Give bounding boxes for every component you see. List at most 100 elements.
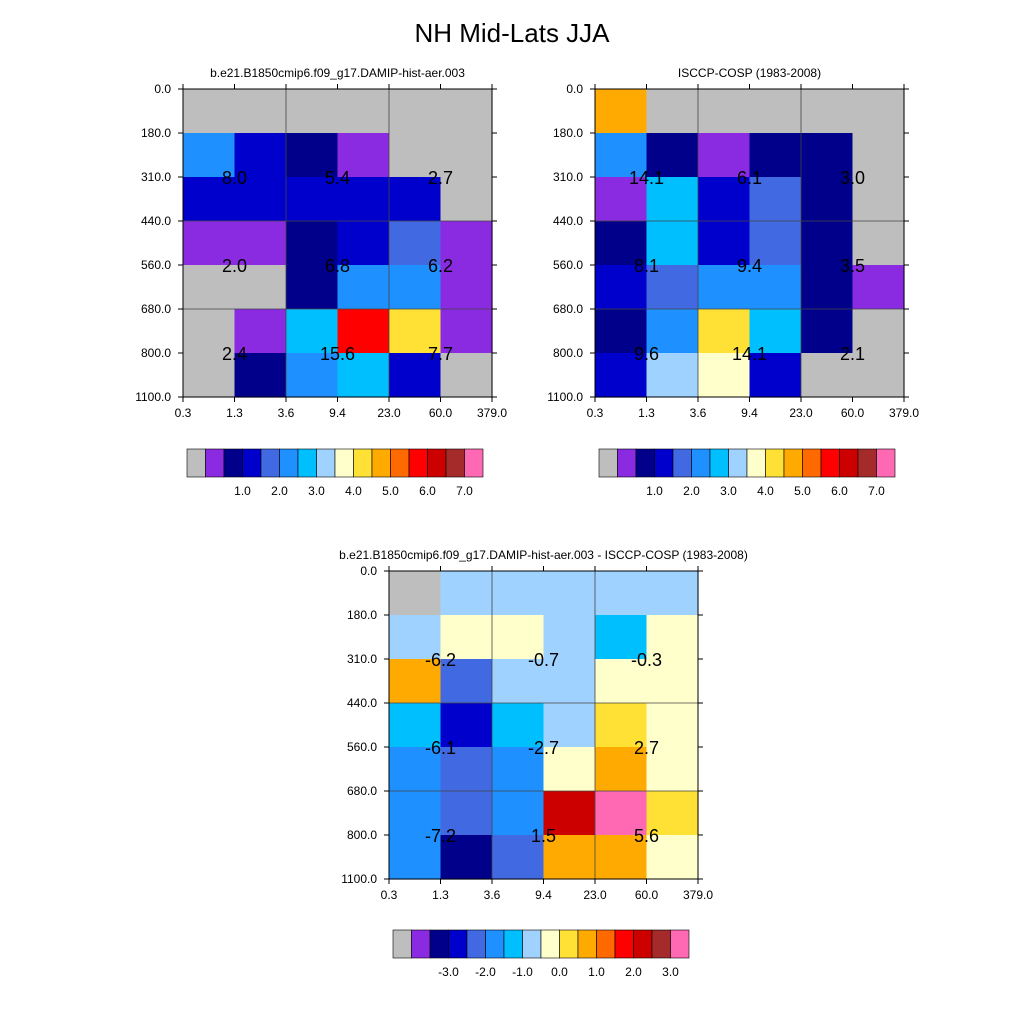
heatmap-cell	[337, 133, 390, 178]
cell-value-label: 2.7	[634, 738, 659, 758]
colorbar-swatch	[596, 929, 616, 959]
colorbar-swatch	[242, 448, 262, 478]
heatmap-cell	[646, 221, 699, 266]
cell-value-label: 6.8	[325, 256, 350, 276]
colorbar-swatch	[448, 929, 468, 959]
colorbar-swatch	[654, 448, 674, 478]
colorbar-swatch	[522, 929, 542, 959]
heatmap-cell	[337, 309, 390, 354]
heatmap-cell	[183, 221, 236, 266]
heatmap-cell	[286, 89, 339, 134]
heatmap-cell	[440, 659, 493, 704]
x-tick-label: 379.0	[683, 888, 713, 902]
colorbar: 1.0 2.0 3.0 4.0 5.0 6.0 7.0	[598, 448, 896, 498]
x-tick-label: 379.0	[889, 406, 919, 420]
heatmap-cell	[646, 353, 699, 398]
y-tick-label: 180.0	[553, 126, 583, 140]
colorbar-label: 3.0	[662, 965, 679, 979]
colorbar-swatch	[427, 448, 447, 478]
y-tick-label: 310.0	[553, 170, 583, 184]
heatmap-cell	[595, 571, 648, 616]
cell-value-label: 7.7	[428, 344, 453, 364]
heatmap-cell	[749, 353, 802, 398]
colorbar-label: -3.0	[438, 965, 459, 979]
heatmap-cell	[440, 133, 493, 178]
colorbar-label: 6.0	[419, 484, 436, 498]
x-tick-label: 0.3	[587, 406, 604, 420]
cell-value-label: -0.7	[528, 650, 559, 670]
heatmap-cell	[234, 265, 287, 310]
colorbar-swatch	[429, 929, 449, 959]
heatmap-cell	[543, 571, 596, 616]
colorbar-label: -2.0	[475, 965, 496, 979]
cell-value-label: 2.0	[222, 256, 247, 276]
colorbar-swatch	[876, 448, 896, 478]
colorbar-swatch	[411, 929, 431, 959]
heatmap-cell	[389, 703, 442, 748]
colorbar-label: 5.0	[794, 484, 811, 498]
heatmap-cell	[646, 835, 699, 880]
cell-value-label: 8.0	[222, 168, 247, 188]
heatmap-cell	[698, 89, 751, 134]
y-tick-label: 440.0	[553, 214, 583, 228]
heatmap-panel-3: b.e21.B1850cmip6.f09_g17.DAMIP-hist-aer.…	[339, 548, 748, 979]
heatmap-cell	[801, 265, 854, 310]
colorbar-swatch	[635, 448, 655, 478]
heatmap-cell	[183, 177, 236, 222]
heatmap-cell	[234, 309, 287, 354]
heatmap-cell	[595, 133, 648, 178]
heatmap-cell	[749, 177, 802, 222]
heatmap-cell	[389, 177, 442, 222]
heatmap-cell	[440, 615, 493, 660]
cell-value-label: 3.0	[840, 168, 865, 188]
colorbar-label: 0.0	[551, 965, 568, 979]
heatmap-cell	[698, 221, 751, 266]
y-tick-label: 0.0	[566, 82, 583, 96]
heatmap-cell	[389, 353, 442, 398]
colorbar-swatch	[783, 448, 803, 478]
heatmap-cell	[646, 309, 699, 354]
heatmap-cell	[543, 747, 596, 792]
y-tick-label: 800.0	[553, 346, 583, 360]
heatmap-cell	[389, 133, 442, 178]
heatmap-cell	[389, 571, 442, 616]
cell-value-label: 14.1	[629, 168, 664, 188]
colorbar-swatch	[577, 929, 597, 959]
colorbar-label: 2.0	[683, 484, 700, 498]
heatmap-cell	[286, 177, 339, 222]
x-tick-label: 23.0	[789, 406, 813, 420]
colorbar-swatch	[691, 448, 711, 478]
heatmap-cell	[389, 747, 442, 792]
y-tick-label: 560.0	[141, 258, 171, 272]
heatmap-cell	[389, 265, 442, 310]
heatmap-cell	[183, 133, 236, 178]
colorbar-label: 3.0	[308, 484, 325, 498]
colorbar-swatch	[765, 448, 785, 478]
colorbar-swatch	[802, 448, 822, 478]
heatmap-cell	[801, 353, 854, 398]
y-tick-label: 1100.0	[341, 872, 377, 886]
cell-value-label: 6.1	[737, 168, 762, 188]
heatmap-cell	[852, 309, 905, 354]
colorbar-label: 4.0	[757, 484, 774, 498]
heatmap-cell	[543, 615, 596, 660]
heatmap-cell	[234, 353, 287, 398]
heatmap-cell	[492, 835, 545, 880]
y-tick-label: 310.0	[141, 170, 171, 184]
colorbar-label: 7.0	[868, 484, 885, 498]
x-tick-label: 3.6	[484, 888, 501, 902]
x-tick-label: 0.3	[381, 888, 398, 902]
y-tick-label: 800.0	[347, 828, 377, 842]
colorbar-swatch	[617, 448, 637, 478]
heatmap-cell	[234, 177, 287, 222]
heatmap-cell	[543, 703, 596, 748]
heatmap-cell	[595, 177, 648, 222]
y-tick-label: 180.0	[347, 608, 377, 622]
colorbar-swatch	[297, 448, 317, 478]
heatmap-cell	[234, 133, 287, 178]
colorbar-swatch	[464, 448, 484, 478]
heatmap-panel-2: ISCCP-COSP (1983-2008) 0.3 1.3 3.6 9.4 23.0 60…	[547, 66, 919, 498]
y-tick-label: 1100.0	[547, 390, 583, 404]
heatmap-cell	[440, 177, 493, 222]
